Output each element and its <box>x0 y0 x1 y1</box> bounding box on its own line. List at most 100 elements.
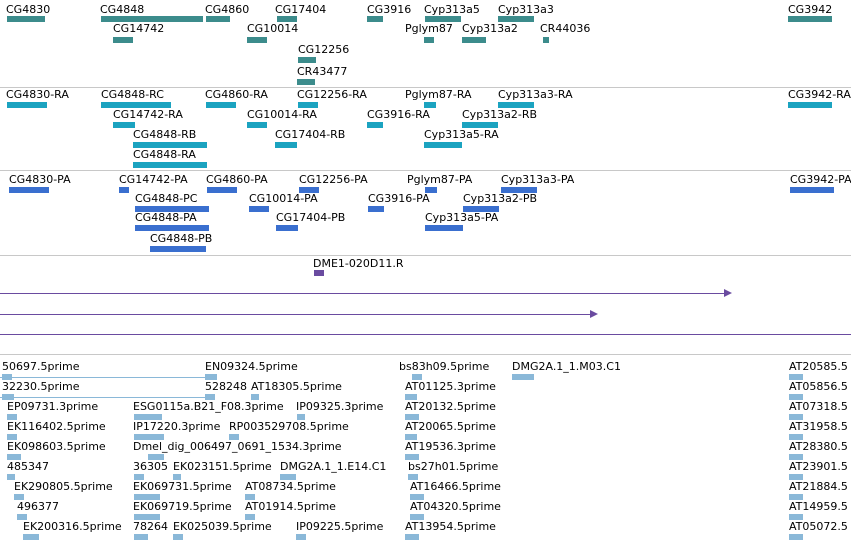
feature-label[interactable]: CG4848 <box>100 3 145 16</box>
transcript-glyph[interactable] <box>9 187 49 193</box>
est-glyph[interactable] <box>405 454 419 460</box>
est-glyph[interactable] <box>134 434 164 440</box>
feature-label[interactable]: AT01125.3prime <box>405 380 496 393</box>
est-alignment-line[interactable] <box>0 377 205 378</box>
feature-label[interactable]: ESG0115a.B21_F08.3prime <box>133 400 284 413</box>
transcript-glyph[interactable] <box>133 162 207 168</box>
feature-label[interactable]: AT20132.5prime <box>405 400 496 413</box>
feature-label[interactable]: CG3942-PA <box>790 173 851 186</box>
feature-label[interactable]: CG10014 <box>247 22 299 35</box>
est-glyph[interactable] <box>789 534 803 540</box>
feature-label[interactable]: CG10014-RA <box>247 108 317 121</box>
feature-label[interactable]: Cyp313a2 <box>462 22 518 35</box>
est-glyph[interactable] <box>173 474 181 480</box>
feature-label[interactable]: EK025039.5prime <box>173 520 272 533</box>
est-glyph[interactable] <box>134 534 148 540</box>
est-glyph[interactable] <box>789 374 803 380</box>
est-glyph[interactable] <box>17 514 27 520</box>
gene-glyph[interactable] <box>424 37 434 43</box>
transcript-glyph[interactable] <box>133 142 207 148</box>
feature-label[interactable]: Cyp313a5 <box>424 3 480 16</box>
est-glyph[interactable] <box>410 514 424 520</box>
est-glyph[interactable] <box>280 474 296 480</box>
transcript-glyph[interactable] <box>207 187 237 193</box>
feature-label[interactable]: 50697.5prime <box>2 360 80 373</box>
feature-label[interactable]: CG4830-PA <box>9 173 71 186</box>
est-glyph[interactable] <box>408 474 418 480</box>
feature-label[interactable]: 32230.5prime <box>2 380 80 393</box>
feature-label[interactable]: AT20065.5prime <box>405 420 496 433</box>
feature-label[interactable]: CG3942 <box>788 3 833 16</box>
feature-label[interactable]: IP09225.5prime <box>296 520 384 533</box>
feature-label[interactable]: EN09324.5prime <box>205 360 298 373</box>
transcript-glyph[interactable] <box>276 225 298 231</box>
feature-label[interactable]: AT21884.5 <box>789 480 848 493</box>
feature-label[interactable]: CG17404-PB <box>276 211 346 224</box>
feature-label[interactable]: DMG2A.1_1.M03.C1 <box>512 360 621 373</box>
feature-label[interactable]: Cyp313a3 <box>498 3 554 16</box>
gene-glyph[interactable] <box>462 37 486 43</box>
feature-label[interactable]: 36305 <box>133 460 168 473</box>
feature-label[interactable]: CR44036 <box>540 22 591 35</box>
gene-glyph[interactable] <box>206 16 230 22</box>
est-glyph[interactable] <box>148 454 164 460</box>
feature-label[interactable]: EP09731.3prime <box>7 400 99 413</box>
transcript-glyph[interactable] <box>101 102 171 108</box>
transcript-glyph[interactable] <box>119 187 129 193</box>
feature-label[interactable]: CG12256 <box>298 43 350 56</box>
est-glyph[interactable] <box>789 434 803 440</box>
transcript-glyph[interactable] <box>425 225 463 231</box>
feature-label[interactable]: CG14742-RA <box>113 108 183 121</box>
feature-label[interactable]: EK200316.5prime <box>23 520 122 533</box>
feature-label[interactable]: CG3916-RA <box>367 108 430 121</box>
est-glyph[interactable] <box>134 414 162 420</box>
est-glyph[interactable] <box>7 454 21 460</box>
transcript-glyph[interactable] <box>150 246 206 252</box>
est-glyph[interactable] <box>412 374 422 380</box>
feature-label[interactable]: AT14959.5 <box>789 500 848 513</box>
feature-label[interactable]: AT13954.5prime <box>405 520 496 533</box>
feature-label[interactable]: CG4860-RA <box>205 88 268 101</box>
feature-label[interactable]: CG4848-PB <box>150 232 213 245</box>
transcript-glyph[interactable] <box>462 122 498 128</box>
est-glyph[interactable] <box>789 494 803 500</box>
feature-label[interactable]: CG12256-PA <box>299 173 368 186</box>
feature-label[interactable]: CG4848-RB <box>133 128 197 141</box>
est-glyph[interactable] <box>405 534 419 540</box>
gene-glyph[interactable] <box>543 37 549 43</box>
feature-label[interactable]: bs83h09.5prime <box>399 360 490 373</box>
feature-label[interactable]: AT23901.5 <box>789 460 848 473</box>
gene-glyph[interactable] <box>113 37 133 43</box>
feature-label[interactable]: EK069719.5prime <box>133 500 232 513</box>
feature-label[interactable]: Pglym87-RA <box>405 88 472 101</box>
gene-glyph[interactable] <box>425 16 461 22</box>
transcript-glyph[interactable] <box>367 122 383 128</box>
est-glyph[interactable] <box>205 394 215 400</box>
clone-alignment-line[interactable] <box>0 314 592 315</box>
est-glyph[interactable] <box>245 514 255 520</box>
transcript-glyph[interactable] <box>299 187 319 193</box>
est-alignment-line[interactable] <box>0 397 205 398</box>
est-glyph[interactable] <box>789 474 803 480</box>
gene-glyph[interactable] <box>247 37 267 43</box>
feature-label[interactable]: Cyp313a3-RA <box>498 88 573 101</box>
clone-glyph[interactable] <box>314 270 324 276</box>
feature-label[interactable]: 528248 <box>205 380 247 393</box>
feature-label[interactable]: CG14742-PA <box>119 173 188 186</box>
transcript-glyph[interactable] <box>206 102 236 108</box>
feature-label[interactable]: Cyp313a2-RB <box>462 108 538 121</box>
transcript-glyph[interactable] <box>788 102 832 108</box>
feature-label[interactable]: EK098603.5prime <box>7 440 106 453</box>
est-glyph[interactable] <box>297 414 305 420</box>
gene-glyph[interactable] <box>7 16 45 22</box>
est-glyph[interactable] <box>7 414 17 420</box>
feature-label[interactable]: CG14742 <box>113 22 165 35</box>
gene-glyph[interactable] <box>297 79 315 85</box>
est-glyph[interactable] <box>7 474 15 480</box>
est-glyph[interactable] <box>410 494 424 500</box>
est-glyph[interactable] <box>789 414 803 420</box>
clone-alignment-line[interactable] <box>0 334 851 335</box>
feature-label[interactable]: EK290805.5prime <box>14 480 113 493</box>
est-glyph[interactable] <box>23 534 39 540</box>
clone-alignment-line[interactable] <box>0 293 726 294</box>
